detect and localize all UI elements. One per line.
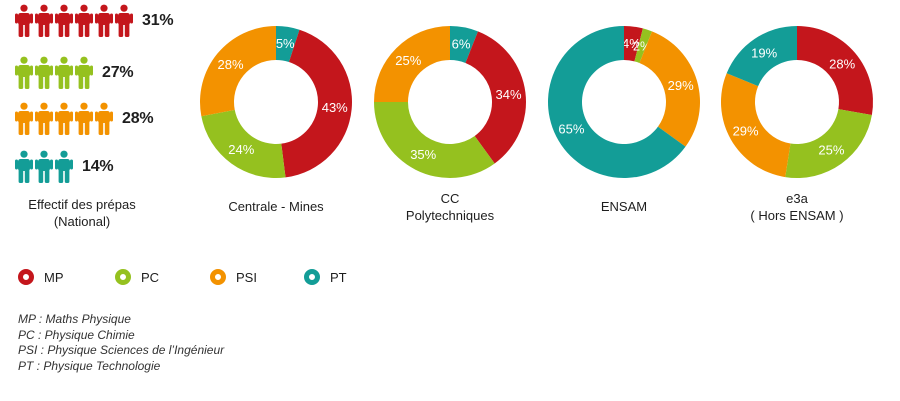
people-row-pt: 14% xyxy=(14,150,114,184)
people-row-mp: 31% xyxy=(14,4,174,38)
percent-label-mp: 31% xyxy=(142,12,174,29)
slice-label-mp: 43% xyxy=(322,100,348,115)
legend-label-pc: PC xyxy=(141,269,160,285)
percent-label-pt: 14% xyxy=(82,158,114,175)
donut-slice-mp xyxy=(624,26,643,62)
person-icon xyxy=(35,102,53,135)
donut-slice-psi xyxy=(721,73,791,178)
person-icon xyxy=(35,56,53,89)
people-icons-mp xyxy=(14,4,134,38)
donut-caption-line: e3a xyxy=(786,191,808,206)
donut-chart-centrale-mines: 5% 43% 24% 28% xyxy=(200,26,352,178)
abbreviation-notes: MP : Maths Physique PC : Physique Chimie… xyxy=(18,312,224,374)
donut-slice-psi xyxy=(200,26,276,117)
slice-label-pt: 5% xyxy=(276,36,295,51)
person-icon xyxy=(15,150,33,183)
people-row-psi: 28% xyxy=(14,102,154,136)
donut-slice-psi xyxy=(374,26,450,102)
ring-icon xyxy=(18,269,34,285)
donut-caption-line: Centrale - Mines xyxy=(228,199,324,214)
person-icon xyxy=(75,4,93,37)
people-icons-pc xyxy=(14,56,94,90)
donut-slice-pt xyxy=(548,26,686,179)
donut-slice-mp xyxy=(281,29,352,178)
people-icons-pt xyxy=(14,150,74,184)
legend-label-mp: MP xyxy=(44,269,64,285)
donut-caption-centrale-mines: Centrale - Mines xyxy=(186,190,366,215)
percent-label-psi: 28% xyxy=(122,110,154,127)
percent-label-pc: 27% xyxy=(102,64,134,81)
note-line: MP : Maths Physique xyxy=(18,312,131,326)
legend-item-pt: PT xyxy=(304,264,347,290)
legend-item-pc: PC xyxy=(115,264,159,290)
donut-slice-pc xyxy=(374,102,495,178)
donut-slice-pt xyxy=(726,25,797,87)
note-line: PC : Physique Chimie xyxy=(18,327,135,342)
person-icon xyxy=(75,56,93,89)
person-icon xyxy=(15,102,33,135)
legend-item-psi: PSI xyxy=(210,264,257,290)
donut-chart-cc-polytechniques: 6% 34% 35% 25% xyxy=(374,26,526,178)
donut-slice-psi xyxy=(639,31,700,147)
slice-label-pt: 6% xyxy=(452,37,471,52)
national-caption: Effectif des prépas (National) xyxy=(8,196,156,230)
donut-caption-e3a: e3a ( Hors ENSAM ) xyxy=(707,190,887,224)
person-icon xyxy=(15,56,33,89)
donut-slice-pc xyxy=(201,109,286,178)
donut-caption-line: CC xyxy=(440,191,460,206)
donut-slice-mp xyxy=(465,31,526,164)
person-icon xyxy=(55,4,73,37)
donut-caption-ensam: ENSAM xyxy=(534,190,714,215)
national-caption-line2: (National) xyxy=(53,214,111,229)
legend-label-psi: PSI xyxy=(236,269,257,285)
ring-icon xyxy=(304,269,320,285)
donut-slice-pt xyxy=(450,26,478,63)
slice-label-psi: 28% xyxy=(218,57,244,72)
slice-label-pt: 65% xyxy=(558,121,584,136)
ring-icon xyxy=(115,269,131,285)
donut-caption-line: ENSAM xyxy=(600,199,648,214)
person-icon xyxy=(55,56,73,89)
donut-slice-pc xyxy=(634,28,652,63)
national-caption-line1: Effectif des prépas xyxy=(28,197,136,212)
people-icons-psi xyxy=(14,102,114,136)
slice-label-pc: 35% xyxy=(410,147,436,162)
slice-label-psi: 25% xyxy=(395,53,421,68)
person-icon xyxy=(75,102,93,135)
donut-caption-line: Polytechniques xyxy=(405,208,495,223)
person-icon xyxy=(35,150,53,183)
slice-label-mp: 28% xyxy=(829,56,855,71)
person-icon xyxy=(55,150,73,183)
slice-label-pt: 19% xyxy=(751,46,777,61)
person-icon xyxy=(95,102,113,135)
people-row-pc: 27% xyxy=(14,56,134,90)
ring-icon xyxy=(210,269,226,285)
legend-label-pt: PT xyxy=(330,269,347,285)
person-icon xyxy=(15,4,33,37)
legend-item-mp: MP xyxy=(18,264,64,290)
person-icon xyxy=(115,4,133,37)
slice-label-mp: 34% xyxy=(496,87,522,102)
donut-caption-line: ( Hors ENSAM ) xyxy=(750,208,844,223)
slice-label-mp: 4% xyxy=(622,36,641,51)
person-icon xyxy=(95,4,113,37)
note-line: PT : Physique Technologie xyxy=(18,358,161,373)
slice-label-psi: 29% xyxy=(733,123,759,138)
donut-slice-mp xyxy=(797,26,873,115)
slice-label-psi: 29% xyxy=(668,78,694,93)
slice-label-pc: 25% xyxy=(818,142,844,157)
slice-label-pc: 24% xyxy=(228,142,254,157)
donut-chart-e3a: 28% 25% 29% 19% xyxy=(721,25,873,178)
donut-slice-pt xyxy=(276,26,300,63)
note-line: PSI : Physique Sciences de l’Ingénieur xyxy=(18,343,225,357)
donut-chart-ensam: 4%2%29%65% xyxy=(548,26,700,179)
donut-slice-pc xyxy=(785,109,872,178)
donut-caption-cc-polytechniques: CC Polytechniques xyxy=(360,190,540,224)
person-icon xyxy=(55,102,73,135)
person-icon xyxy=(35,4,53,37)
